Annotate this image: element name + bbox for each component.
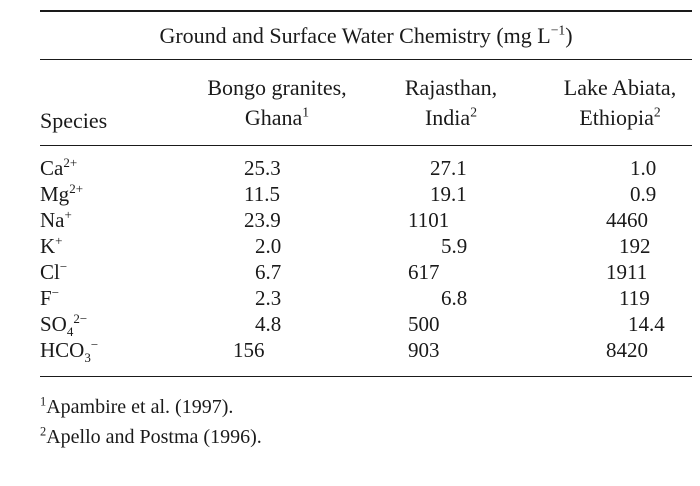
header-bongo-line2: Ghana1 [244,104,310,130]
table-row: HCO3− [40,337,99,366]
cell-abiata: 119 [619,286,650,310]
cell-rajasthan: 27.1 [430,156,467,180]
cell-abiata: 1.0 [630,156,657,180]
footnote-1: 1Apambire et al. (1997). [40,394,234,418]
table-row: F− [40,285,60,310]
table-row: Cl− [40,259,68,284]
cell-rajasthan: 617 [408,260,440,284]
cell-abiata: 0.9 [630,182,657,206]
cell-rajasthan: 903 [408,338,440,362]
header-rajasthan-line1: Rajasthan, [404,75,498,100]
cell-bongo: 11.5 [244,182,280,206]
title-rule [40,59,692,60]
cell-abiata: 1911 [606,260,648,284]
bottom-rule [40,376,692,377]
top-rule [40,10,692,12]
cell-bongo: 23.9 [244,208,281,232]
cell-abiata: 4460 [606,208,648,232]
table-row: Ca2+ [40,155,78,180]
cell-bongo: 4.8 [255,312,282,336]
cell-rajasthan: 500 [408,312,440,336]
cell-rajasthan: 1101 [408,208,450,232]
cell-bongo: 2.0 [255,234,282,258]
cell-bongo: 6.7 [255,260,282,284]
header-abiata-line2: Ethiopia2 [579,104,661,130]
cell-bongo: 25.3 [244,156,281,180]
cell-bongo: 156 [233,338,265,362]
cell-abiata: 14.4 [628,312,665,336]
cell-abiata: 8420 [606,338,648,362]
table-row: Mg2+ [40,181,84,206]
header-species: Species [40,108,108,133]
table-row: K+ [40,233,63,258]
cell-bongo: 2.3 [255,286,282,310]
table-row: Na+ [40,207,72,232]
cell-rajasthan: 5.9 [441,234,468,258]
header-abiata-line1: Lake Abiata, [563,75,677,100]
table-row: SO42− [40,311,88,340]
cell-rajasthan: 19.1 [430,182,467,206]
cell-rajasthan: 6.8 [441,286,468,310]
header-rajasthan-line2: India2 [424,104,477,130]
footnote-2: 2Apello and Postma (1996). [40,424,262,448]
table-title: Ground and Surface Water Chemistry (mg L… [159,22,573,48]
header-rule [40,145,692,146]
header-bongo-line1: Bongo granites, [207,75,347,100]
cell-abiata: 192 [619,234,651,258]
